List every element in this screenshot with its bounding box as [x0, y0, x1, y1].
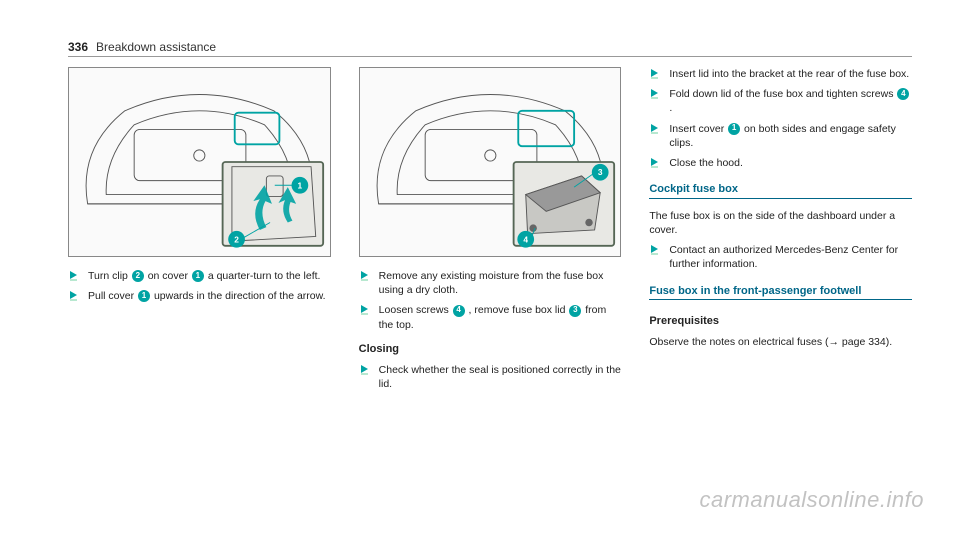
- section-body: The fuse box is on the side of the dashb…: [649, 209, 912, 237]
- step: Check whether the seal is positioned cor…: [359, 363, 622, 391]
- callout-icon: 4: [453, 305, 465, 317]
- step: Fold down lid of the fuse box and tighte…: [649, 87, 912, 115]
- svg-text:4: 4: [523, 234, 528, 244]
- step-text: Fold down lid of the fuse box and tighte…: [669, 87, 912, 115]
- closing-heading: Closing: [359, 342, 622, 357]
- section-title-cockpit: Cockpit fuse box: [649, 182, 912, 199]
- step-text: Close the hood.: [669, 156, 912, 170]
- step: Insert lid into the bracket at the rear …: [649, 67, 912, 81]
- step-bullet-icon: [651, 122, 663, 150]
- step-bullet-icon: [361, 303, 373, 331]
- svg-text:2: 2: [234, 234, 239, 244]
- step-bullet-icon: [70, 269, 82, 283]
- figure-engine-bay-2: 3 4: [359, 67, 622, 257]
- page-title: Breakdown assistance: [96, 40, 216, 54]
- step-bullet-icon: [361, 363, 373, 391]
- page-number: 336: [68, 40, 88, 54]
- figure-engine-bay-1: 1 2: [68, 67, 331, 257]
- step: Loosen screws 4 , remove fuse box lid 3 …: [359, 303, 622, 331]
- content-columns: 1 2 Turn clip 2 on cover 1 a quarter-tur…: [68, 67, 912, 509]
- step: Remove any existing moisture from the fu…: [359, 269, 622, 297]
- step-text: Contact an authorized Mercedes-Benz Cent…: [669, 243, 912, 271]
- callout-icon: 1: [138, 290, 150, 302]
- step-bullet-icon: [651, 87, 663, 115]
- step-text: Check whether the seal is positioned cor…: [379, 363, 622, 391]
- callout-icon: 3: [569, 305, 581, 317]
- column-3: Insert lid into the bracket at the rear …: [649, 67, 912, 509]
- column-2: 3 4 Remove any existing moisture from th…: [359, 67, 622, 509]
- step: Insert cover 1 on both sides and engage …: [649, 122, 912, 150]
- step-text: Pull cover 1 upwards in the direction of…: [88, 289, 331, 303]
- step: Close the hood.: [649, 156, 912, 170]
- step: Turn clip 2 on cover 1 a quarter-turn to…: [68, 269, 331, 283]
- prereq-body: Observe the notes on electrical fuses (→…: [649, 335, 912, 349]
- callout-icon: 2: [132, 270, 144, 282]
- section-title-footwell: Fuse box in the front-passenger footwell: [649, 284, 912, 301]
- step-text: Remove any existing moisture from the fu…: [379, 269, 622, 297]
- svg-text:1: 1: [298, 180, 303, 190]
- svg-text:3: 3: [598, 167, 603, 177]
- step-text: Loosen screws 4 , remove fuse box lid 3 …: [379, 303, 622, 331]
- column-1: 1 2 Turn clip 2 on cover 1 a quarter-tur…: [68, 67, 331, 509]
- step-bullet-icon: [70, 289, 82, 303]
- prereq-heading: Prerequisites: [649, 314, 912, 329]
- step-bullet-icon: [361, 269, 373, 297]
- step-bullet-icon: [651, 156, 663, 170]
- step-bullet-icon: [651, 67, 663, 81]
- step-text: Insert cover 1 on both sides and engage …: [669, 122, 912, 150]
- callout-icon: 1: [192, 270, 204, 282]
- step: Pull cover 1 upwards in the direction of…: [68, 289, 331, 303]
- page-header: 336 Breakdown assistance: [68, 40, 912, 57]
- callout-icon: 1: [728, 123, 740, 135]
- step-text: Turn clip 2 on cover 1 a quarter-turn to…: [88, 269, 331, 283]
- watermark: carmanualsonline.info: [699, 487, 924, 513]
- step: Contact an authorized Mercedes-Benz Cent…: [649, 243, 912, 271]
- step-bullet-icon: [651, 243, 663, 271]
- step-text: Insert lid into the bracket at the rear …: [669, 67, 912, 81]
- callout-icon: 4: [897, 88, 909, 100]
